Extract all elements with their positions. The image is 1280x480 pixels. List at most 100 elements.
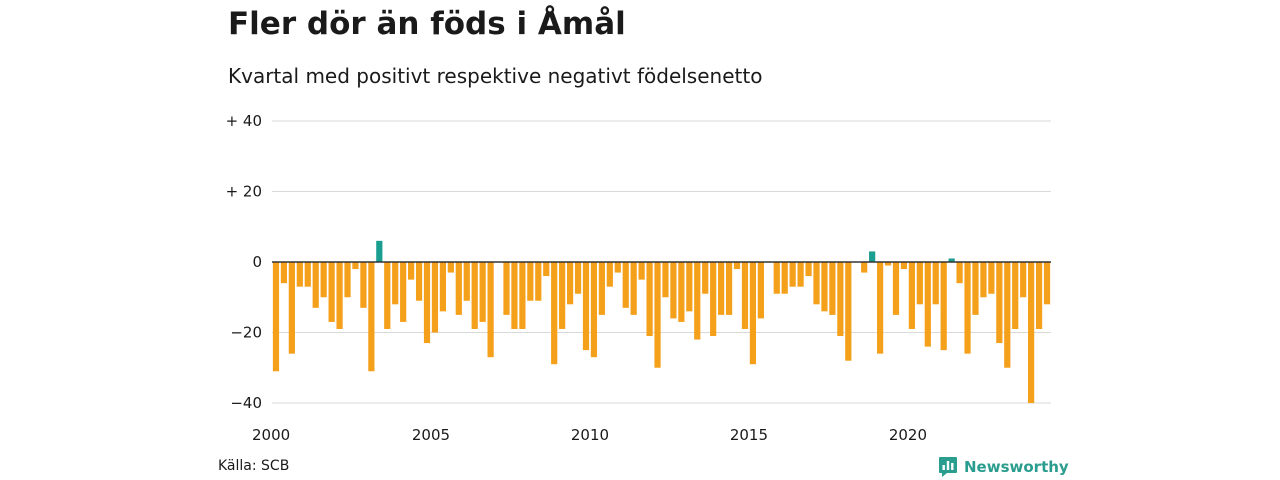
bar: [447, 262, 454, 273]
bar: [964, 262, 971, 354]
x-tick-label: 2000: [252, 426, 290, 444]
bar: [415, 262, 423, 301]
bar: [908, 262, 915, 329]
x-tick-label: 2010: [571, 426, 609, 444]
bar: [543, 262, 550, 277]
bar: [892, 262, 900, 315]
bar: [829, 262, 836, 315]
bar: [344, 262, 351, 298]
bar: [686, 262, 693, 312]
bar: [741, 262, 749, 329]
newsworthy-logo-icon: [939, 457, 957, 477]
bar: [1035, 262, 1043, 329]
bar: [312, 262, 319, 308]
bar: [296, 262, 303, 287]
x-tick-label: 2020: [889, 426, 927, 444]
bar: [582, 262, 590, 351]
bars: [272, 240, 1051, 403]
bar: [574, 262, 582, 294]
bar: [598, 262, 605, 315]
bar: [781, 262, 788, 294]
bar: [487, 262, 494, 358]
bar: [463, 262, 470, 301]
bar: [773, 262, 780, 294]
bar: [702, 262, 709, 294]
bar: [551, 262, 558, 365]
bar: [980, 262, 987, 298]
bar: [861, 262, 868, 273]
bar: [1004, 262, 1011, 368]
bar: [646, 262, 653, 337]
bar: [996, 262, 1003, 344]
bar: [519, 262, 526, 329]
grid-lines: [272, 120, 1051, 404]
y-tick-label: + 20: [226, 183, 262, 201]
bar: [304, 262, 311, 287]
bar: [932, 262, 939, 305]
bar: [900, 262, 908, 270]
bar: [1020, 262, 1027, 298]
bar: [408, 262, 415, 280]
bar: [566, 262, 574, 305]
bar: [328, 262, 335, 322]
bar: [694, 262, 701, 340]
bar: [884, 262, 892, 266]
bar: [272, 262, 280, 372]
bar: [376, 240, 383, 262]
x-tick-label: 2015: [730, 426, 768, 444]
y-tick-label: + 40: [226, 112, 262, 130]
chart-title: Fler dör än föds i Åmål: [228, 6, 626, 42]
bar: [877, 262, 884, 354]
bar: [606, 262, 613, 287]
bar: [718, 262, 725, 315]
chart-subtitle: Kvartal med positivt respektive negativt…: [228, 64, 763, 88]
bar: [654, 262, 661, 368]
bar: [336, 262, 343, 329]
bar: [845, 262, 852, 361]
x-tick-label: 2005: [412, 426, 450, 444]
y-tick-label: 0: [252, 253, 262, 271]
bar: [869, 251, 876, 262]
bar: [940, 262, 947, 351]
bar: [368, 262, 375, 372]
bar: [1028, 262, 1035, 403]
bar: [384, 262, 391, 329]
bar: [527, 262, 534, 301]
bar: [757, 262, 764, 319]
bar: [916, 262, 923, 305]
bar: [956, 262, 963, 284]
bar: [678, 262, 685, 322]
bar: [511, 262, 518, 329]
bar: [352, 262, 359, 270]
bar: [805, 262, 812, 277]
bar: [400, 262, 407, 322]
bar: [590, 262, 598, 358]
y-axis-ticks: + 40 + 20 0 −20 −40: [226, 112, 262, 412]
bar: [439, 262, 446, 312]
bar: [471, 262, 478, 329]
bar: [710, 262, 717, 337]
bar: [280, 262, 288, 284]
bar: [972, 262, 979, 315]
bar: [423, 262, 431, 344]
bar: [630, 262, 637, 315]
bar: [360, 262, 367, 308]
brand-logo[interactable]: Newsworthy: [938, 456, 1069, 478]
bar: [535, 262, 542, 301]
bar: [733, 262, 741, 270]
bar: [288, 262, 295, 354]
bar: [503, 262, 510, 315]
bar: [479, 262, 486, 322]
bar: [1012, 262, 1019, 329]
bar: [614, 262, 621, 273]
bar: [638, 262, 645, 280]
source-label: Källa: SCB: [218, 458, 290, 474]
bar: [455, 262, 462, 315]
bar: [813, 262, 820, 305]
bar: [622, 262, 629, 308]
bar: [725, 262, 733, 315]
bar: [559, 262, 566, 329]
y-tick-label: −20: [230, 324, 262, 342]
y-tick-label: −40: [230, 394, 262, 412]
